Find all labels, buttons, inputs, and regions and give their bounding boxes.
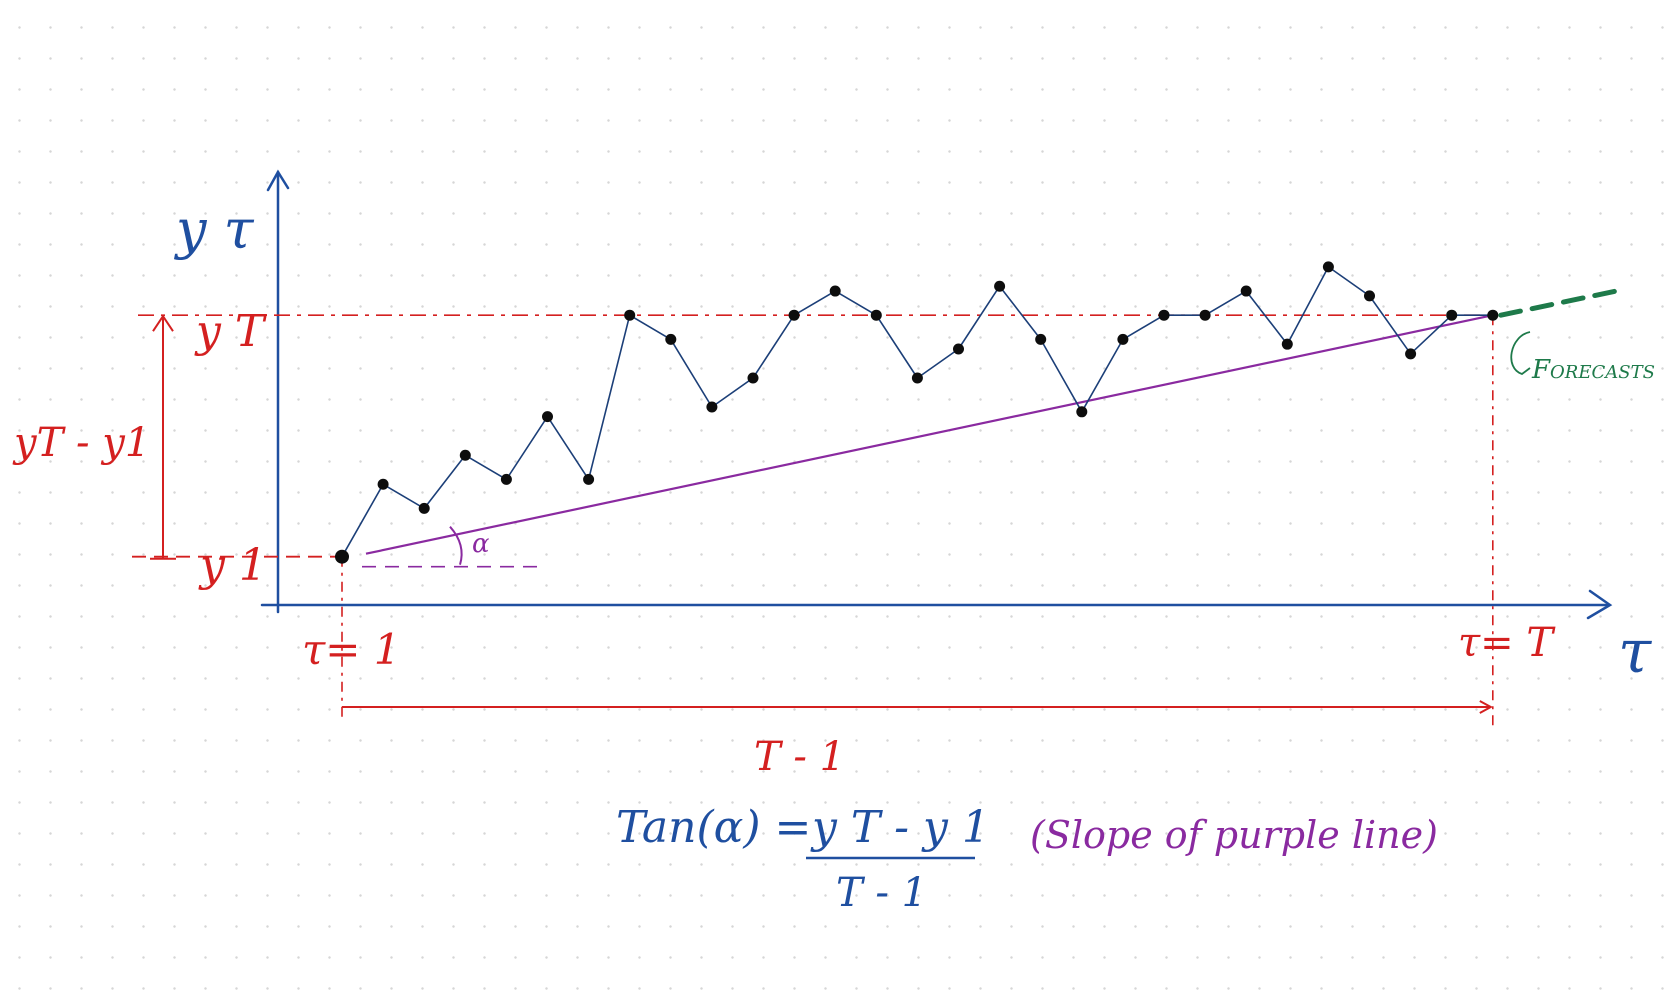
data-point <box>1405 348 1417 360</box>
data-point <box>1117 333 1129 345</box>
data-point <box>870 309 882 321</box>
formula-note: (Slope of purple line) <box>1030 813 1438 857</box>
data-point <box>1158 309 1170 321</box>
data-point <box>1035 333 1047 345</box>
angle-arc <box>449 526 463 565</box>
diff-arrow-head <box>152 314 174 332</box>
data-point <box>829 285 841 297</box>
data-point <box>788 309 800 321</box>
y-T-label: y T <box>194 306 268 357</box>
forecast-pointer <box>1510 331 1531 376</box>
y-axis-label: y τ <box>174 198 255 261</box>
data-point <box>1199 309 1211 321</box>
data-point <box>994 280 1006 292</box>
forecasts-label: Forecasts <box>1531 355 1655 385</box>
data-point <box>747 372 759 384</box>
data-point <box>1322 261 1334 273</box>
data-point <box>1446 309 1458 321</box>
data-point <box>1240 285 1252 297</box>
data-point <box>706 401 718 413</box>
data-points <box>335 261 1499 564</box>
x-axis-arrowhead <box>1586 589 1613 620</box>
data-point <box>1281 338 1293 350</box>
data-point <box>335 549 349 564</box>
span-label: T - 1 <box>754 734 845 780</box>
y-axis-arrowhead <box>266 169 290 192</box>
formula-left-side: Tan(α) = <box>616 802 811 853</box>
data-point <box>665 333 677 345</box>
data-point <box>459 449 471 461</box>
data-point <box>500 473 512 485</box>
difference-label: yT - y1 <box>12 420 150 466</box>
data-point <box>1364 290 1375 302</box>
data-point <box>583 473 595 485</box>
trend-line <box>365 314 1494 555</box>
formula-denominator: T - 1 <box>836 870 927 916</box>
data-point <box>418 502 430 514</box>
x-axis-label: τ <box>1618 617 1652 687</box>
series-line <box>341 266 1493 558</box>
data-point <box>377 478 389 490</box>
data-point <box>953 343 964 355</box>
forecast-line <box>1498 288 1619 318</box>
t-equals-T-label: τ= T <box>1458 620 1556 666</box>
data-point <box>1487 309 1499 321</box>
t-equals-1-label: τ= 1 <box>302 625 401 674</box>
alpha-label: α <box>472 529 490 559</box>
data-point <box>624 309 636 321</box>
data-point <box>1076 406 1088 418</box>
data-point <box>542 411 553 423</box>
formula-numerator: y T - y 1 <box>810 802 990 853</box>
data-point <box>911 372 923 384</box>
y-1-label: y 1 <box>198 540 267 591</box>
